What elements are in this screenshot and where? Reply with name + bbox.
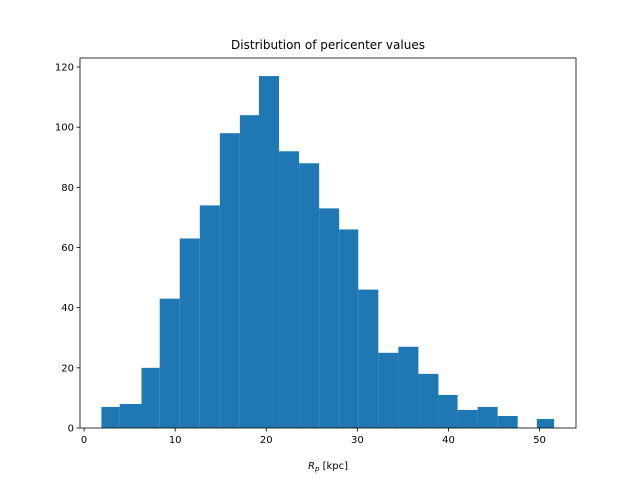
- x-axis-label: Rp [kpc]: [308, 461, 348, 473]
- histogram-bar: [319, 208, 340, 428]
- histogram-bar: [279, 151, 300, 429]
- y-tick-label: 120: [55, 63, 74, 74]
- histogram-bar: [179, 238, 200, 428]
- histogram-bar: [199, 205, 220, 428]
- plot-frame: [79, 57, 577, 429]
- histogram-bar: [457, 409, 478, 428]
- y-tick-label: 40: [61, 303, 74, 314]
- x-axis-label-subscript: p: [314, 465, 320, 473]
- y-tick-label: 80: [61, 183, 74, 194]
- histogram-bar: [219, 133, 240, 428]
- y-tick-label: 60: [61, 243, 74, 254]
- histogram-bar: [477, 406, 498, 428]
- histogram-bar: [536, 418, 555, 428]
- x-axis-label-unit: [kpc]: [319, 461, 348, 472]
- x-tick-label: 20: [260, 435, 273, 446]
- y-tick-label: 20: [61, 363, 74, 374]
- histogram-bars: [101, 76, 555, 429]
- histogram-bar: [358, 289, 379, 428]
- histogram-bar: [141, 367, 160, 428]
- histogram-bar: [119, 403, 142, 428]
- histogram-bar: [418, 373, 439, 428]
- x-tick-label: 30: [351, 435, 364, 446]
- histogram-bar: [438, 394, 458, 428]
- x-tick-label: 50: [533, 435, 546, 446]
- histogram-bar: [239, 115, 259, 428]
- histogram-bar: [378, 352, 399, 428]
- histogram-bar: [299, 163, 320, 428]
- x-tick-label: 40: [442, 435, 455, 446]
- histogram-bar: [398, 346, 419, 428]
- chart-title: Distribution of pericenter values: [231, 38, 425, 52]
- y-tick-label: 100: [55, 123, 74, 134]
- histogram-bar: [258, 76, 280, 429]
- histogram-bar: [159, 298, 180, 428]
- x-axis-ticks: 0 10 20 30 40 50: [81, 428, 546, 446]
- histogram-bar: [339, 229, 359, 428]
- x-tick-label: 0: [81, 435, 87, 446]
- x-axis-label-symbol: R: [308, 461, 315, 472]
- x-tick-label: 10: [169, 435, 182, 446]
- y-tick-label: 0: [68, 424, 74, 435]
- histogram-bar: [497, 415, 518, 428]
- histogram-bar: [101, 406, 120, 428]
- y-axis-ticks: 0 20 40 60 80 100 120: [55, 63, 80, 435]
